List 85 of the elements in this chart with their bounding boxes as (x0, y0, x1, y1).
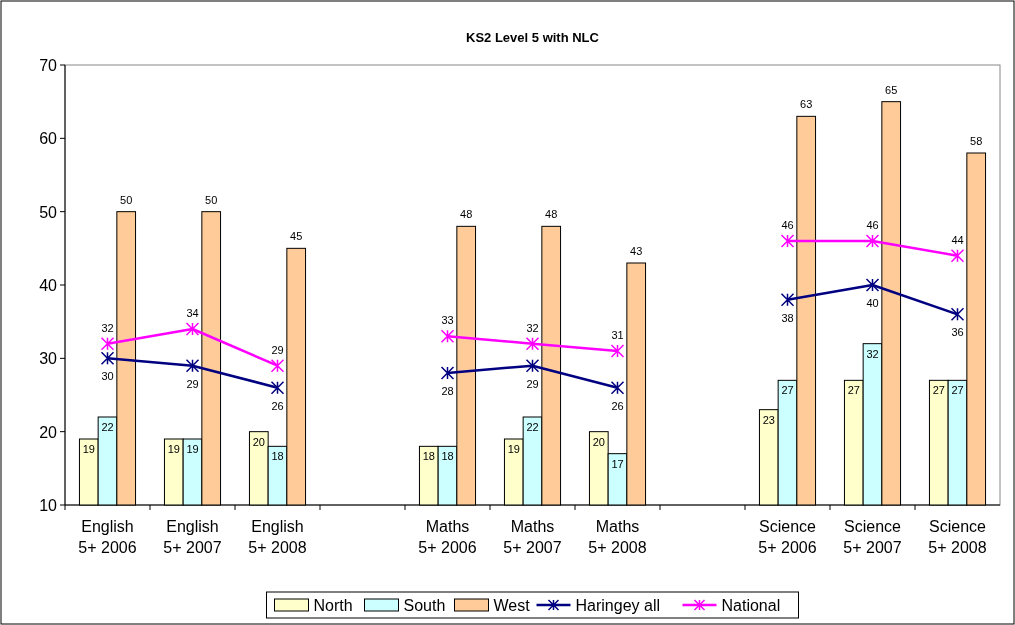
point (185, 322, 200, 336)
data-label: 46 (781, 219, 794, 231)
point (525, 336, 540, 351)
data-label: 65 (885, 83, 898, 96)
point (780, 292, 795, 307)
data-label: 34 (186, 307, 199, 319)
x-tick-label: Science 5+ 2007 (843, 518, 902, 556)
y-tick-label: 40 (39, 277, 58, 294)
point (440, 329, 455, 344)
data-label: 27 (932, 384, 945, 397)
data-label: 23 (762, 413, 775, 426)
data-label: 26 (271, 399, 284, 412)
x-tick-label: Maths 5+ 2006 (418, 518, 477, 556)
data-label: 19 (82, 443, 95, 455)
data-label: 36 (951, 326, 964, 339)
data-label: 32 (866, 347, 879, 360)
legend-label: South (403, 597, 446, 614)
legend-label: Haringey all (575, 597, 660, 614)
legend-label: West (493, 597, 531, 614)
data-label: 29 (271, 343, 284, 356)
point (525, 358, 540, 373)
x-tick-label: English 5+ 2008 (248, 518, 307, 556)
data-label: 48 (545, 208, 558, 221)
data-label: 19 (167, 443, 180, 455)
point (100, 336, 115, 351)
data-label: 17 (611, 457, 624, 470)
data-label: 19 (186, 443, 199, 455)
data-label: 27 (847, 384, 860, 397)
data-label: 18 (441, 450, 454, 463)
point (100, 351, 115, 366)
data-label: 58 (970, 135, 983, 147)
x-tick-label: Science 5+ 2008 (928, 518, 987, 556)
data-label: 32 (526, 321, 539, 334)
point (185, 358, 200, 373)
y-tick-label: 50 (39, 203, 58, 221)
y-tick-label: 30 (39, 350, 58, 368)
data-label: 29 (186, 377, 199, 390)
data-label: 29 (526, 377, 539, 390)
legend-label: North (313, 597, 353, 614)
data-label: 48 (460, 208, 473, 221)
data-label: 19 (507, 443, 520, 455)
data-label: 18 (271, 450, 284, 463)
data-label: 22 (101, 421, 114, 433)
point (780, 234, 795, 248)
data-label: 63 (800, 98, 813, 111)
x-tick-label: Maths 5+ 2007 (503, 518, 562, 556)
point (270, 358, 285, 373)
x-tick-label: Maths 5+ 2008 (588, 518, 647, 556)
y-tick-label: 60 (39, 130, 58, 148)
point (950, 307, 965, 322)
data-label: 18 (422, 450, 435, 463)
data-label: 30 (101, 370, 114, 383)
data-label: 28 (441, 385, 454, 397)
y-tick-label: 70 (39, 57, 58, 74)
point (865, 278, 880, 292)
data-label: 27 (951, 384, 964, 397)
data-label: 26 (611, 399, 624, 412)
point (610, 380, 625, 395)
data-label: 38 (781, 311, 794, 324)
point (950, 248, 965, 263)
data-label: 40 (866, 297, 879, 309)
x-tick-label: English 5+ 2006 (78, 518, 137, 556)
data-label: 20 (592, 435, 605, 448)
x-tick-label: Science 5+ 2006 (758, 518, 817, 556)
y-tick-label: 20 (39, 423, 58, 441)
data-label: 31 (611, 329, 624, 341)
data-label: 50 (120, 193, 133, 206)
data-label: 22 (526, 421, 539, 433)
data-label: 46 (866, 219, 879, 231)
point (440, 366, 455, 380)
data-label: 44 (951, 233, 964, 246)
data-label: 27 (781, 384, 794, 397)
y-tick-label: 10 (39, 497, 58, 514)
point (610, 344, 625, 358)
data-label: 32 (101, 321, 114, 334)
x-tick-label: English 5+ 2007 (163, 518, 222, 556)
data-label: 50 (205, 193, 218, 206)
legend-label: National (721, 597, 781, 614)
data-label: 45 (290, 230, 303, 243)
chart-title: KS2 Level 5 with NLC (466, 30, 600, 45)
point (865, 234, 880, 248)
data-label: 20 (252, 435, 265, 448)
point (270, 380, 285, 395)
data-label: 33 (441, 314, 454, 327)
data-label: 43 (630, 245, 643, 257)
